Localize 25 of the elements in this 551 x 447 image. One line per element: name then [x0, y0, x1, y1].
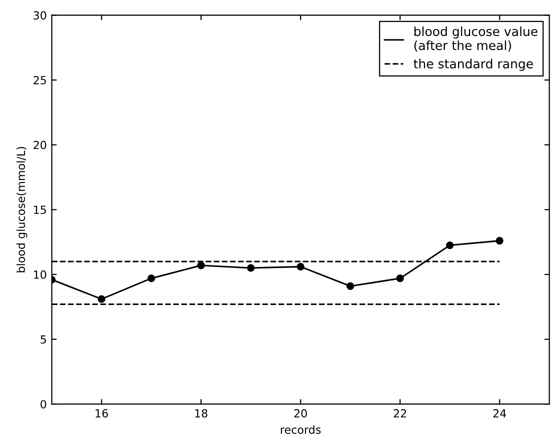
point: [496, 236, 504, 245]
x-tick-label: 16: [96, 409, 108, 418]
y-tick-label: 30: [34, 11, 46, 20]
y-tick-label: 25: [34, 76, 46, 84]
point: [197, 262, 205, 270]
x-tick-label: 18: [195, 409, 208, 418]
y-tick-label: 15: [34, 206, 46, 214]
point: [296, 262, 304, 270]
point: [446, 241, 454, 250]
point: [147, 274, 156, 282]
point: [98, 295, 106, 303]
x-axis-title: records: [280, 425, 321, 434]
x-tick-label: 22: [394, 409, 406, 418]
x-tick-label: 20: [294, 409, 307, 418]
y-tick-label: 5: [40, 335, 46, 344]
y-axis-title: blood glucose(mmol/L): [16, 147, 28, 272]
y-tick-label: 20: [34, 140, 46, 150]
legend-label: the standard range: [414, 58, 533, 71]
y-tick-label: 0: [40, 400, 46, 408]
point: [396, 274, 404, 282]
y-tick-label: 10: [34, 270, 46, 279]
point: [346, 282, 354, 290]
x-tick-label: 24: [493, 409, 506, 418]
point: [246, 264, 255, 272]
legend-label: blood glucose value (after the meal): [414, 26, 538, 52]
